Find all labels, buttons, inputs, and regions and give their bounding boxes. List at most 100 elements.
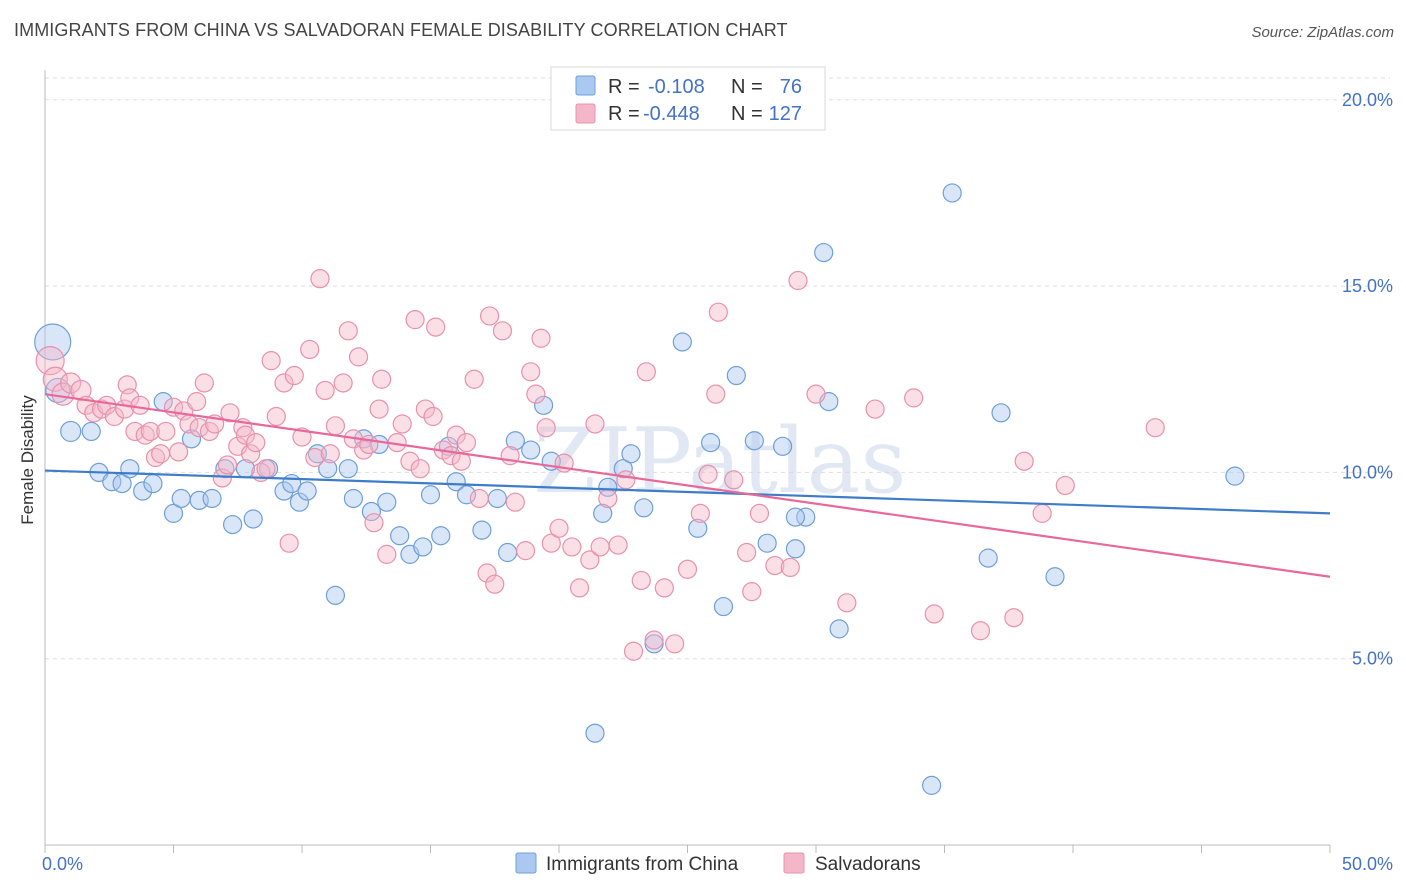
data-point-salvadoran (235, 425, 256, 445)
data-point-salvadoran (536, 418, 556, 438)
data-point-china (688, 518, 708, 538)
data-point-china (325, 585, 346, 605)
data-point-salvadoran (690, 503, 710, 523)
data-point-salvadoran (1014, 451, 1034, 471)
data-point-china (274, 481, 294, 501)
series-legend-swatch-china (515, 852, 537, 874)
data-point-salvadoran (598, 488, 618, 509)
data-point-salvadoran (426, 317, 446, 337)
data-point-salvadoran (590, 537, 610, 557)
data-point-china (143, 473, 163, 494)
data-point-china (991, 403, 1011, 423)
data-point-china (505, 431, 525, 451)
data-point-salvadoran (562, 537, 582, 557)
data-point-salvadoran (410, 459, 430, 479)
data-point-salvadoran (1145, 418, 1165, 438)
data-point-china (814, 242, 834, 263)
data-point-china (585, 723, 605, 743)
data-point-salvadoran (405, 310, 425, 330)
legend-swatch-salvadoran (575, 103, 596, 124)
data-point-china (289, 492, 310, 512)
data-point-salvadoran (310, 269, 330, 289)
data-point-china (343, 488, 363, 509)
data-point-salvadoran (515, 541, 536, 561)
data-point-china (446, 472, 466, 492)
data-point-salvadoran (788, 270, 808, 291)
data-point-china (613, 459, 633, 479)
data-point-salvadoran (904, 388, 924, 408)
data-point-salvadoran (521, 362, 541, 382)
data-point-salvadoran (970, 621, 991, 641)
data-point-salvadoran (189, 418, 209, 438)
tick-labels: 5.0% 10.0% 15.0% 20.0% 0.0% 50.0% (42, 90, 1393, 874)
legend-r-value-salvadoran: -0.448 (643, 103, 700, 125)
data-point-salvadoran (325, 416, 346, 436)
data-point-salvadoran (623, 641, 644, 661)
data-point-salvadoran (749, 503, 770, 523)
data-point-china (243, 509, 263, 529)
data-point-salvadoran (246, 432, 266, 453)
data-point-salvadoran (130, 395, 150, 415)
data-point-salvadoran (1032, 503, 1052, 523)
legend-r-label-salvadoran: R = (608, 103, 640, 125)
data-point-china (120, 459, 140, 479)
data-point-salvadoran (526, 384, 546, 404)
data-point-china (133, 481, 153, 501)
data-point-salvadoran (677, 559, 698, 579)
data-point-china (81, 421, 101, 442)
series-salvadoran-points (35, 269, 1165, 661)
data-point-salvadoran (256, 459, 276, 479)
chart-title: IMMIGRANTS FROM CHINA VS SALVADORAN FEMA… (14, 20, 788, 40)
data-point-salvadoran (480, 306, 500, 326)
data-point-salvadoran (372, 369, 392, 389)
legend-n-label-china: N = (731, 76, 763, 98)
data-point-china (163, 503, 184, 523)
data-point-salvadoran (145, 447, 166, 468)
data-point-salvadoran (780, 557, 800, 578)
data-point-salvadoran (279, 533, 299, 553)
data-point-salvadoran (261, 351, 281, 371)
data-point-china (431, 526, 451, 546)
data-point-salvadoran (1004, 608, 1024, 628)
data-point-salvadoran (616, 470, 636, 490)
legend-r-label-china: R = (608, 76, 640, 98)
legend-swatch-china (575, 75, 596, 96)
data-point-salvadoran (837, 593, 857, 613)
data-point-china (785, 539, 806, 559)
x-tick-label: 50.0% (1342, 854, 1393, 874)
data-point-salvadoran (220, 403, 240, 423)
data-point-salvadoran (549, 518, 569, 538)
data-point-salvadoran (104, 406, 124, 427)
data-point-china (181, 429, 202, 449)
data-point-china (593, 503, 613, 523)
data-point-china (785, 507, 806, 527)
data-point-salvadoran (492, 321, 513, 341)
data-point-salvadoran (765, 555, 785, 576)
data-point-salvadoran (333, 373, 353, 393)
data-point-china (377, 492, 397, 512)
series-legend-label-china: Immigrants from China (546, 854, 739, 875)
data-point-china (361, 501, 381, 522)
data-point-china (672, 332, 692, 352)
data-point-china (978, 548, 998, 568)
data-point-salvadoran (706, 384, 726, 404)
data-point-salvadoran (924, 604, 944, 624)
data-point-salvadoran (364, 513, 384, 533)
y-axis-label: Female Disability (18, 395, 37, 525)
data-point-salvadoran (320, 444, 340, 464)
data-point-salvadoran (284, 365, 304, 386)
data-point-salvadoran (292, 427, 312, 447)
data-point-china (796, 507, 816, 527)
data-point-salvadoran (354, 440, 374, 460)
data-point-salvadoran (742, 582, 762, 602)
data-point-china (297, 481, 317, 501)
data-point-china (498, 542, 518, 563)
trend-lines (44, 393, 1331, 578)
data-point-salvadoran (446, 425, 466, 445)
data-point-salvadoran (194, 373, 214, 393)
stats-legend: R = -0.108 N = 76 R = -0.448 N = 127 (550, 66, 826, 131)
data-point-salvadoran (708, 302, 728, 322)
trend-line-salvadoran (44, 393, 1331, 578)
data-point-salvadoran (1055, 475, 1075, 496)
data-point-china (318, 459, 338, 479)
